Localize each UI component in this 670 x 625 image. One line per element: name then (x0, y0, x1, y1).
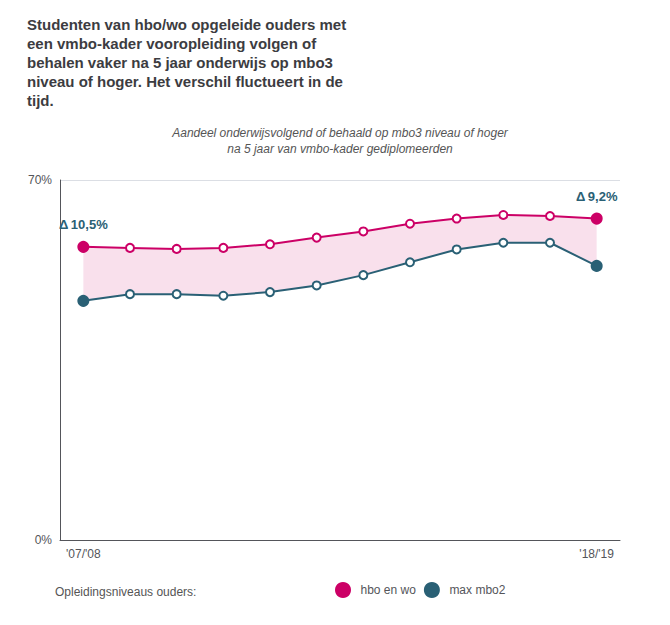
svg-text:max mbo2: max mbo2 (449, 583, 505, 597)
svg-text:'07/'08: '07/'08 (66, 547, 101, 561)
svg-text:behalen vaker na 5 jaar onderw: behalen vaker na 5 jaar onderwijs op mbo… (27, 54, 333, 71)
svg-text:hbo en wo: hbo en wo (361, 583, 417, 597)
svg-text:70%: 70% (28, 173, 52, 187)
svg-text:Aandeel onderwijsvolgend of be: Aandeel onderwijsvolgend of behaald op m… (171, 126, 509, 140)
svg-text:Δ 9,2%: Δ 9,2% (576, 189, 618, 204)
svg-text:'18/'19: '18/'19 (579, 547, 614, 561)
svg-text:0%: 0% (35, 533, 53, 547)
svg-text:Opleidingsniveaus ouders:: Opleidingsniveaus ouders: (55, 585, 196, 599)
svg-text:tijd.: tijd. (27, 92, 54, 109)
svg-text:Studenten van hbo/wo opgeleide: Studenten van hbo/wo opgeleide ouders me… (27, 16, 346, 33)
svg-text:niveau of hoger. Het verschil: niveau of hoger. Het verschil fluctueert… (27, 73, 343, 90)
svg-text:een vmbo-kader vooropleiding v: een vmbo-kader vooropleiding volgen of (27, 35, 317, 52)
svg-text:na 5 jaar van vmbo-kader gedip: na 5 jaar van vmbo-kader gediplomeerden (227, 142, 453, 156)
svg-text:Δ 10,5%: Δ 10,5% (59, 217, 108, 232)
